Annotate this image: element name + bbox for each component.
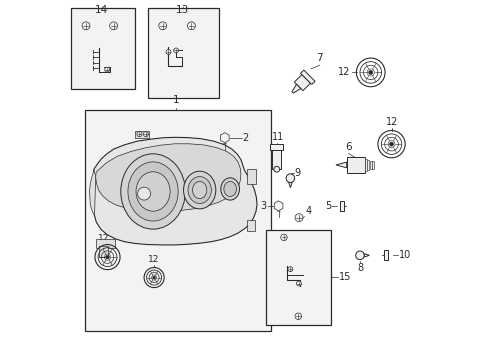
Bar bbox=[364, 159, 366, 171]
Bar bbox=[346, 157, 364, 173]
Circle shape bbox=[273, 166, 279, 172]
Bar bbox=[96, 239, 115, 248]
Circle shape bbox=[109, 22, 117, 30]
Bar bbox=[85, 110, 271, 330]
Text: 8: 8 bbox=[356, 263, 362, 273]
Circle shape bbox=[166, 50, 171, 54]
Text: 4: 4 bbox=[305, 206, 311, 216]
Ellipse shape bbox=[136, 172, 170, 211]
Circle shape bbox=[280, 234, 286, 240]
Circle shape bbox=[137, 132, 142, 136]
Circle shape bbox=[82, 22, 90, 30]
Bar bbox=[135, 131, 149, 138]
Polygon shape bbox=[93, 137, 257, 245]
Circle shape bbox=[296, 281, 301, 286]
Polygon shape bbox=[96, 144, 241, 211]
Circle shape bbox=[285, 174, 294, 183]
Circle shape bbox=[388, 142, 393, 146]
Polygon shape bbox=[300, 70, 314, 85]
Text: 2: 2 bbox=[242, 133, 248, 143]
Circle shape bbox=[294, 214, 303, 222]
Bar bbox=[147, 8, 219, 98]
Text: 12: 12 bbox=[385, 117, 398, 127]
Bar bbox=[270, 144, 283, 150]
Bar bbox=[369, 161, 371, 169]
Text: 7: 7 bbox=[316, 53, 323, 63]
Polygon shape bbox=[274, 201, 283, 211]
Bar bbox=[247, 169, 256, 184]
Circle shape bbox=[137, 187, 150, 200]
Circle shape bbox=[104, 67, 109, 72]
Text: 14: 14 bbox=[95, 5, 108, 15]
Bar bbox=[265, 230, 330, 325]
Bar bbox=[70, 8, 135, 89]
Text: 5: 5 bbox=[325, 201, 330, 211]
Circle shape bbox=[187, 22, 195, 30]
Polygon shape bbox=[288, 183, 291, 188]
Circle shape bbox=[355, 251, 364, 260]
Text: 12: 12 bbox=[98, 234, 109, 243]
Polygon shape bbox=[89, 170, 96, 213]
Circle shape bbox=[294, 313, 301, 319]
Polygon shape bbox=[291, 84, 300, 93]
Text: 12: 12 bbox=[338, 67, 350, 77]
Text: 13: 13 bbox=[176, 5, 189, 15]
Bar bbox=[99, 246, 108, 257]
Ellipse shape bbox=[224, 181, 236, 197]
Bar bbox=[272, 149, 281, 169]
Circle shape bbox=[173, 48, 178, 53]
Ellipse shape bbox=[221, 178, 239, 200]
Polygon shape bbox=[335, 162, 346, 168]
Polygon shape bbox=[340, 201, 343, 211]
Text: 11: 11 bbox=[272, 132, 284, 142]
Text: 15: 15 bbox=[338, 272, 350, 282]
Circle shape bbox=[159, 22, 166, 30]
Circle shape bbox=[152, 276, 155, 279]
Ellipse shape bbox=[128, 162, 178, 221]
Text: 6: 6 bbox=[345, 143, 351, 152]
Polygon shape bbox=[220, 133, 229, 143]
Bar bbox=[366, 160, 368, 170]
Circle shape bbox=[143, 132, 148, 136]
Ellipse shape bbox=[121, 154, 185, 229]
Bar bbox=[247, 220, 255, 231]
Text: 10: 10 bbox=[398, 250, 410, 260]
Circle shape bbox=[287, 267, 292, 272]
Polygon shape bbox=[364, 253, 369, 257]
Polygon shape bbox=[384, 251, 387, 260]
Ellipse shape bbox=[183, 171, 215, 209]
Text: 1: 1 bbox=[173, 95, 179, 105]
Circle shape bbox=[368, 70, 372, 75]
Ellipse shape bbox=[187, 177, 211, 203]
Text: 9: 9 bbox=[294, 168, 300, 178]
Text: 3: 3 bbox=[260, 201, 266, 211]
Ellipse shape bbox=[192, 181, 206, 199]
Circle shape bbox=[105, 255, 109, 259]
Polygon shape bbox=[294, 75, 310, 91]
Text: 12: 12 bbox=[148, 255, 160, 264]
Bar bbox=[371, 161, 373, 168]
